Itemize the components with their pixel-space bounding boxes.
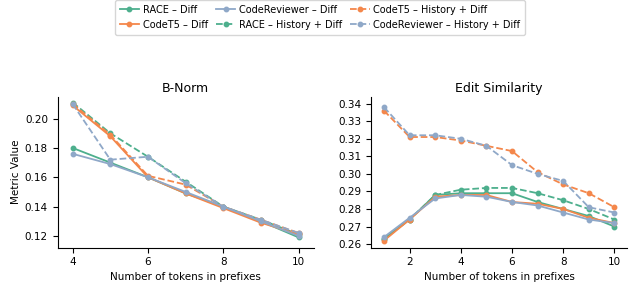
Title: Edit Similarity: Edit Similarity: [456, 82, 543, 95]
Y-axis label: Metric Value: Metric Value: [11, 140, 20, 204]
X-axis label: Number of tokens in prefixes: Number of tokens in prefixes: [110, 271, 261, 281]
Legend: RACE – Diff, CodeT5 – Diff, CodeReviewer – Diff, RACE – History + Diff, CodeT5 –: RACE – Diff, CodeT5 – Diff, CodeReviewer…: [115, 0, 525, 35]
X-axis label: Number of tokens in prefixes: Number of tokens in prefixes: [424, 271, 575, 281]
Title: B-Norm: B-Norm: [162, 82, 209, 95]
